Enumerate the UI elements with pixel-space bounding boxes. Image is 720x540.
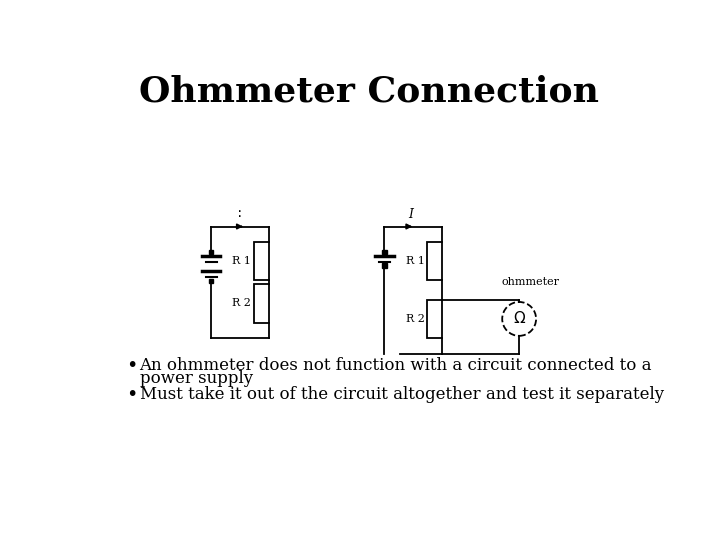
Bar: [427, 300, 442, 338]
Text: I: I: [408, 208, 413, 221]
Text: Must take it out of the circuit altogether and test it separately: Must take it out of the circuit altogeth…: [140, 386, 664, 403]
Bar: [427, 242, 442, 280]
Bar: [209, 249, 213, 254]
Text: R 2: R 2: [405, 314, 425, 324]
Bar: [209, 279, 213, 284]
Text: :: :: [236, 207, 243, 220]
Bar: [382, 264, 387, 268]
Text: R 1: R 1: [233, 256, 251, 266]
Bar: [253, 242, 269, 280]
Text: R 1: R 1: [405, 256, 425, 266]
Text: An ohmmeter does not function with a circuit connected to a: An ohmmeter does not function with a cir…: [140, 356, 652, 374]
Bar: [382, 249, 387, 254]
Text: •: •: [127, 385, 138, 404]
Text: R 2: R 2: [233, 299, 251, 308]
Text: ohmmeter: ohmmeter: [502, 276, 559, 287]
Text: power supply: power supply: [140, 370, 253, 387]
Text: Ohmmeter Connection: Ohmmeter Connection: [139, 75, 599, 109]
Text: Ω: Ω: [513, 312, 525, 326]
Text: •: •: [127, 356, 138, 375]
Bar: [253, 284, 269, 323]
